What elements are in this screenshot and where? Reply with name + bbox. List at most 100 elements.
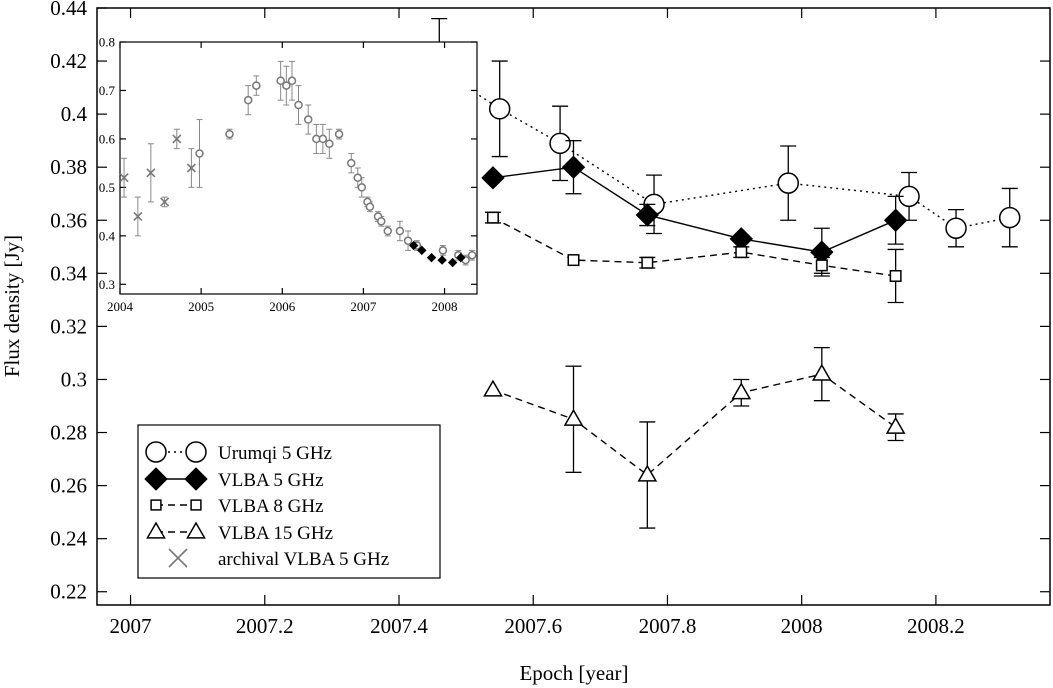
inset-data-point xyxy=(395,226,405,236)
x-marker-stroke xyxy=(172,134,182,144)
inset-data-point xyxy=(294,100,303,110)
x-tick-label: 2005 xyxy=(188,299,214,314)
data-point xyxy=(811,363,832,381)
x-tick-label: 2007 xyxy=(110,614,152,638)
y-tick-label: 0.38 xyxy=(50,155,87,179)
inset-data-point xyxy=(383,226,392,236)
inset-data-point xyxy=(467,250,477,260)
inset-data-point xyxy=(133,211,143,222)
series-vlba-5-ghz xyxy=(481,140,908,277)
series-vlba-8-ghz xyxy=(484,211,904,304)
data-point xyxy=(561,155,586,179)
y-tick-label: 0.36 xyxy=(50,208,87,232)
data-point xyxy=(635,203,660,227)
legend-label-vlba5: VLBA 5 GHz xyxy=(218,470,324,491)
data-point xyxy=(488,98,511,120)
data-point xyxy=(885,416,906,434)
inset-data-point xyxy=(325,139,334,149)
inset-series-vlba-5-ghz xyxy=(409,240,466,268)
data-point xyxy=(777,172,800,194)
legend-marker xyxy=(190,499,202,511)
x-tick-label: 2008.2 xyxy=(907,614,965,638)
inset-data-point xyxy=(225,129,234,139)
inset-data-point xyxy=(172,134,182,144)
y-tick-label: 0.6 xyxy=(99,131,116,146)
legend: Urumqi 5 GHz VLBA 5 GHz VLBA 8 GHz VLBA … xyxy=(137,424,441,579)
y-tick-label: 0.44 xyxy=(50,0,87,20)
x-tick-label: 2006 xyxy=(269,299,296,314)
y-tick-label: 0.3 xyxy=(61,367,87,391)
inset-data-point xyxy=(403,236,413,245)
x-marker-stroke xyxy=(160,197,170,207)
inset-data-point xyxy=(437,255,447,265)
data-point xyxy=(815,259,828,272)
inset-data-point xyxy=(252,81,261,90)
inset-series-archival-vlba-5-ghz xyxy=(119,128,196,237)
inset-data-point xyxy=(287,76,297,86)
y-tick-label: 0.7 xyxy=(99,83,116,98)
inset-axes: 2004 2005 2006 2007 2008 0.3 0.4 0.5 0.6 0.7 0.8 xyxy=(99,35,477,314)
inset-data-point xyxy=(146,168,156,178)
inset-data-point xyxy=(119,173,129,183)
legend-marker xyxy=(186,521,206,539)
inset-data-point xyxy=(195,149,204,158)
series-line xyxy=(492,373,897,476)
legend-marker xyxy=(144,467,168,491)
x-tick-label: 2007.8 xyxy=(639,614,697,638)
series-vlba-15-ghz xyxy=(483,346,906,529)
inset-data-point xyxy=(353,173,362,182)
inset-data-point xyxy=(186,163,196,173)
main-axes: 2007 2007.2 2007.4 2007.6 2007.8 2008 2008.2 0.… xyxy=(50,0,1050,638)
data-point xyxy=(883,208,908,232)
legend-label-archival: archival VLBA 5 GHz xyxy=(218,549,389,570)
inset-data-point xyxy=(426,252,437,263)
data-point xyxy=(637,464,658,482)
inset-data xyxy=(119,60,477,268)
x-tick-label: 2007.6 xyxy=(504,614,562,638)
legend-label-urumqi: Urumqi 5 GHz xyxy=(218,443,332,464)
series-line xyxy=(492,216,896,277)
y-axis-label: Flux density [Jy] xyxy=(0,235,24,377)
x-tick-label: 2007.4 xyxy=(370,614,428,638)
data-point xyxy=(567,254,580,267)
legend-marks xyxy=(144,441,208,568)
inset-data-point xyxy=(346,158,356,168)
inset-data-point xyxy=(417,245,427,256)
y-tick-label: 0.5 xyxy=(99,180,115,195)
y-tick-label: 0.4 xyxy=(61,102,88,126)
data-point xyxy=(483,379,503,397)
inset-data-point xyxy=(365,202,375,212)
x-tick-label: 2008 xyxy=(781,614,823,638)
legend-marker xyxy=(150,499,162,511)
legend-marker xyxy=(145,441,167,463)
data-point xyxy=(889,269,902,282)
data-point xyxy=(735,246,748,259)
x-tick-label: 2007 xyxy=(350,299,377,314)
y-tick-label: 0.34 xyxy=(50,261,87,285)
inset-data-point xyxy=(282,81,291,90)
data-point xyxy=(945,217,967,239)
y-tick-label: 0.4 xyxy=(99,228,116,243)
legend-marker xyxy=(185,441,207,463)
x-marker-stroke xyxy=(133,211,143,222)
inset-data-point xyxy=(160,197,170,207)
inset-data-point xyxy=(303,115,313,124)
inset-data-point xyxy=(276,76,285,86)
inset-data-point xyxy=(447,257,458,268)
y-tick-label: 0.28 xyxy=(50,421,87,445)
x-marker-stroke xyxy=(119,173,129,183)
x-marker-stroke xyxy=(168,548,188,568)
data-point xyxy=(549,132,571,155)
data-point xyxy=(563,408,584,426)
legend-marker xyxy=(184,467,208,491)
inset-data-point xyxy=(438,246,448,255)
data-point xyxy=(486,211,499,224)
series-line xyxy=(492,166,896,253)
legend-label-vlba15: VLBA 15 GHz xyxy=(218,523,333,544)
inset-data-point xyxy=(377,217,386,226)
data-point xyxy=(731,382,752,400)
inset-data-point xyxy=(409,240,419,251)
legend-marker-archival xyxy=(168,548,188,568)
y-tick-label: 0.8 xyxy=(99,35,115,50)
